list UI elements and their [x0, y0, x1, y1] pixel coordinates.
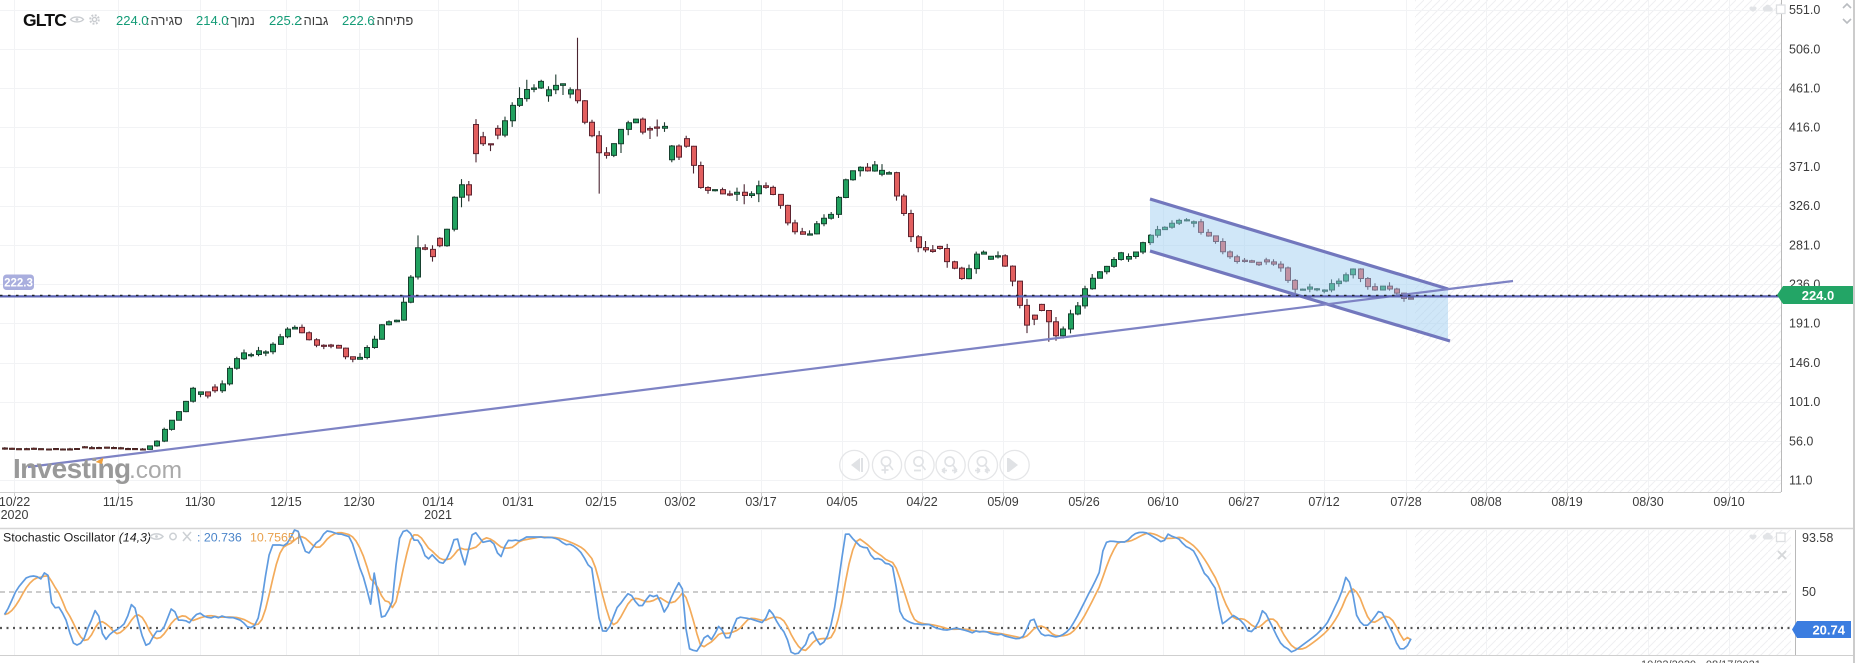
svg-text:222.6: 222.6 — [342, 13, 375, 28]
svg-text:2021: 2021 — [424, 508, 452, 522]
svg-text:416.0: 416.0 — [1789, 121, 1820, 135]
svg-text:06/10: 06/10 — [1147, 495, 1178, 509]
svg-text:03/02: 03/02 — [664, 495, 695, 509]
svg-text:56.0: 56.0 — [1789, 434, 1813, 448]
svg-text:146.0: 146.0 — [1789, 356, 1820, 370]
svg-text:371.0: 371.0 — [1789, 160, 1820, 174]
svg-text::: : — [299, 13, 303, 28]
svg-text:Stochastic Oscillator (14,3): Stochastic Oscillator (14,3) — [3, 531, 151, 545]
svg-text:50: 50 — [1802, 585, 1816, 599]
svg-text:461.0: 461.0 — [1789, 82, 1820, 96]
svg-text:01/31: 01/31 — [502, 495, 533, 509]
svg-text:|: | — [297, 531, 300, 545]
svg-text:101.0: 101.0 — [1789, 395, 1820, 409]
svg-text:222.3: 222.3 — [4, 278, 33, 290]
svg-text:326.0: 326.0 — [1789, 199, 1820, 213]
svg-text::: : — [226, 13, 230, 28]
svg-text:12/15: 12/15 — [270, 495, 301, 509]
svg-text:281.0: 281.0 — [1789, 238, 1820, 252]
svg-text:12/30: 12/30 — [343, 495, 374, 509]
svg-text:גבוה: גבוה — [304, 13, 329, 28]
svg-text:04/05: 04/05 — [826, 495, 857, 509]
svg-text:07/12: 07/12 — [1308, 495, 1339, 509]
svg-text:04/22: 04/22 — [906, 495, 937, 509]
svg-text:.com: .com — [129, 457, 182, 484]
svg-text:2020: 2020 — [1, 508, 29, 522]
svg-text:06/27: 06/27 — [1228, 495, 1259, 509]
svg-text:10/22: 10/22 — [0, 495, 30, 509]
svg-text:20.74: 20.74 — [1812, 623, 1845, 638]
svg-text:08/08: 08/08 — [1470, 495, 1501, 509]
svg-text:10/22/2020 - 08/17/2021: 10/22/2020 - 08/17/2021 — [1641, 659, 1761, 663]
svg-text:93.58: 93.58 — [1802, 531, 1833, 545]
svg-text:פתיחה: פתיחה — [377, 13, 414, 28]
svg-text:11/30: 11/30 — [185, 495, 215, 509]
svg-text:225.2: 225.2 — [269, 13, 302, 28]
svg-text:10.7565: 10.7565 — [250, 531, 295, 545]
svg-text:08/19: 08/19 — [1551, 495, 1582, 509]
svg-text:214.0: 214.0 — [196, 13, 229, 28]
svg-text:03/17: 03/17 — [745, 495, 776, 509]
svg-text:נמוך: נמוך — [231, 13, 255, 28]
svg-text:224.0: 224.0 — [1802, 288, 1835, 303]
svg-text::: : — [146, 13, 150, 28]
svg-text:224.0: 224.0 — [116, 13, 149, 28]
svg-text:551.0: 551.0 — [1789, 3, 1820, 17]
svg-text:Investing: Investing — [13, 453, 131, 484]
svg-text:: 20.736: : 20.736 — [197, 531, 242, 545]
svg-text:11.0: 11.0 — [1789, 474, 1812, 488]
svg-text::: : — [372, 13, 376, 28]
svg-text:11/15: 11/15 — [103, 495, 133, 509]
svg-text:02/15: 02/15 — [585, 495, 616, 509]
svg-text:08/30: 08/30 — [1632, 495, 1663, 509]
svg-text:GLTC: GLTC — [23, 10, 67, 30]
svg-text:07/28: 07/28 — [1390, 495, 1421, 509]
svg-text:506.0: 506.0 — [1789, 42, 1820, 56]
svg-text:סגירה: סגירה — [151, 13, 183, 28]
svg-text:09/10: 09/10 — [1713, 495, 1744, 509]
svg-text:191.0: 191.0 — [1789, 317, 1820, 331]
svg-text:05/09: 05/09 — [987, 495, 1018, 509]
svg-text:05/26: 05/26 — [1068, 495, 1099, 509]
svg-text:01/14: 01/14 — [422, 495, 453, 509]
